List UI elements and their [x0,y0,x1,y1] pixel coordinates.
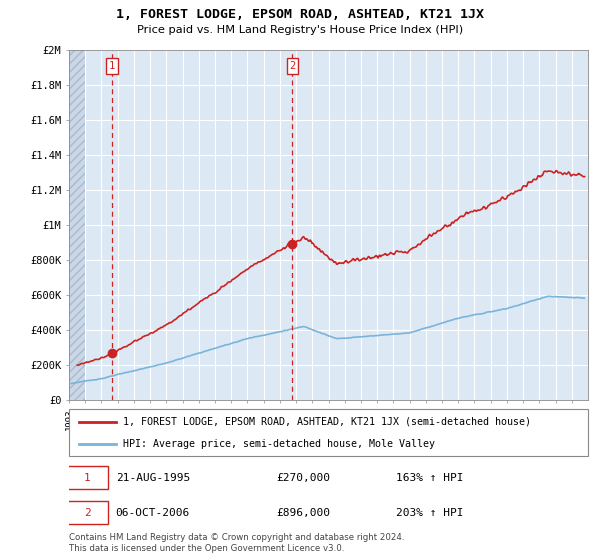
Text: £270,000: £270,000 [277,473,331,483]
FancyBboxPatch shape [67,466,108,489]
Text: Contains HM Land Registry data © Crown copyright and database right 2024.
This d: Contains HM Land Registry data © Crown c… [69,533,404,553]
Text: 1: 1 [84,473,91,483]
Text: 06-OCT-2006: 06-OCT-2006 [116,508,190,517]
Text: £896,000: £896,000 [277,508,331,517]
Bar [69,50,85,400]
Text: 1, FOREST LODGE, EPSOM ROAD, ASHTEAD, KT21 1JX (semi-detached house): 1, FOREST LODGE, EPSOM ROAD, ASHTEAD, KT… [124,417,532,427]
Text: 21-AUG-1995: 21-AUG-1995 [116,473,190,483]
FancyBboxPatch shape [67,501,108,524]
Text: 2: 2 [289,61,295,71]
Text: HPI: Average price, semi-detached house, Mole Valley: HPI: Average price, semi-detached house,… [124,438,436,449]
Text: 203% ↑ HPI: 203% ↑ HPI [396,508,463,517]
Text: Price paid vs. HM Land Registry's House Price Index (HPI): Price paid vs. HM Land Registry's House … [137,25,463,35]
Text: 1, FOREST LODGE, EPSOM ROAD, ASHTEAD, KT21 1JX: 1, FOREST LODGE, EPSOM ROAD, ASHTEAD, KT… [116,8,484,21]
Text: 1: 1 [109,61,115,71]
Text: 2: 2 [84,508,91,517]
Text: 163% ↑ HPI: 163% ↑ HPI [396,473,463,483]
